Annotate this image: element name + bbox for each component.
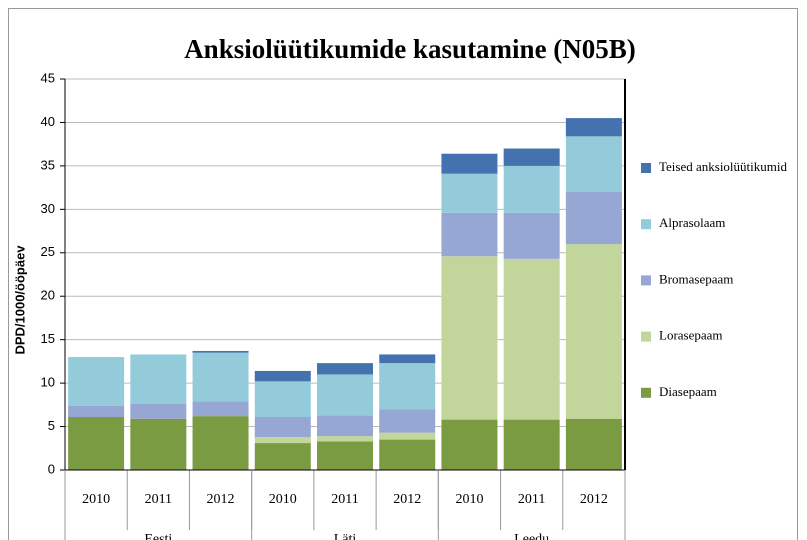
x-tick-label: 2011 [518, 492, 545, 507]
y-tick-label: 40 [41, 114, 55, 129]
bar-segment [565, 118, 622, 137]
y-axis-label: DPD/1000/ööpäev [12, 245, 27, 355]
bar-segment [503, 419, 560, 470]
bar-segment [317, 363, 373, 375]
bar-segment [379, 363, 436, 410]
bar-segment [254, 436, 311, 444]
y-tick-label: 5 [48, 418, 55, 433]
y-tick-label: 30 [41, 201, 55, 216]
legend-swatch [641, 275, 651, 286]
bar-segment [379, 354, 436, 364]
chart-title: Anksiolüütikumide kasutamine (N05B) [184, 34, 636, 64]
x-tick-label: 2012 [580, 492, 608, 507]
bar-segment [503, 165, 560, 213]
bar-segment [130, 354, 187, 404]
bar-segment [379, 409, 436, 433]
bar-segment [254, 416, 311, 437]
bar-segment [565, 418, 622, 470]
bar-segment [441, 212, 498, 257]
chart-frame [8, 8, 798, 540]
bar-segment [503, 148, 560, 166]
legend-swatch [641, 219, 651, 230]
bar-segment [192, 350, 249, 353]
x-tick-label: 2011 [145, 492, 172, 507]
legend-label: Bromasepaam [659, 271, 733, 286]
y-tick-label: 45 [41, 70, 55, 85]
y-tick-label: 0 [48, 461, 55, 476]
bar-segment [68, 357, 125, 406]
x-tick-label: 2012 [393, 492, 421, 507]
bar-segment [192, 416, 249, 470]
bar-segment [254, 370, 311, 382]
legend-swatch [641, 331, 651, 342]
bar-segment [379, 432, 436, 440]
y-tick-label: 10 [41, 375, 55, 390]
legend-swatch [641, 163, 651, 173]
bar-segment [68, 416, 125, 470]
x-tick-label: 2011 [331, 492, 358, 507]
bar-segment [441, 153, 498, 174]
bar-segment [192, 352, 249, 402]
legend-label: Alprasolaam [659, 215, 725, 230]
bar-segment [441, 419, 498, 470]
legend-swatch [641, 387, 651, 398]
legend-label: Lorasepaam [659, 328, 723, 343]
group-label: Läti [334, 532, 357, 540]
x-tick-label: 2010 [269, 492, 297, 507]
legend-label: Diasepaam [659, 384, 717, 399]
bar-segment [317, 374, 373, 416]
bar-segment [254, 381, 311, 417]
bar-segment [379, 439, 436, 470]
bar-segment [565, 136, 622, 192]
bar-segment [317, 441, 373, 470]
bar-segment [130, 403, 187, 419]
bar-segment [130, 418, 187, 470]
bar-segment [254, 443, 311, 470]
y-tick-label: 25 [41, 244, 55, 259]
x-tick-label: 2010 [455, 492, 483, 507]
y-tick-label: 15 [41, 331, 55, 346]
bar-segment [68, 405, 125, 417]
group-label: Eesti [144, 532, 172, 540]
bar-segment [503, 258, 560, 420]
bar-segment [503, 212, 560, 259]
x-tick-label: 2010 [82, 492, 110, 507]
bar-segment [441, 173, 498, 213]
y-tick-label: 35 [41, 157, 55, 172]
bar-segment [565, 191, 622, 245]
y-tick-label: 20 [41, 288, 55, 303]
bar-segment [565, 244, 622, 419]
legend-label: Teised anksiolüütikumid [659, 159, 787, 174]
bar-segment [317, 415, 373, 437]
bar-segment [317, 436, 373, 442]
x-tick-label: 2012 [207, 492, 235, 507]
bar-segment [192, 401, 249, 417]
bar-segment [441, 256, 498, 420]
group-label: Leedu [514, 532, 549, 540]
